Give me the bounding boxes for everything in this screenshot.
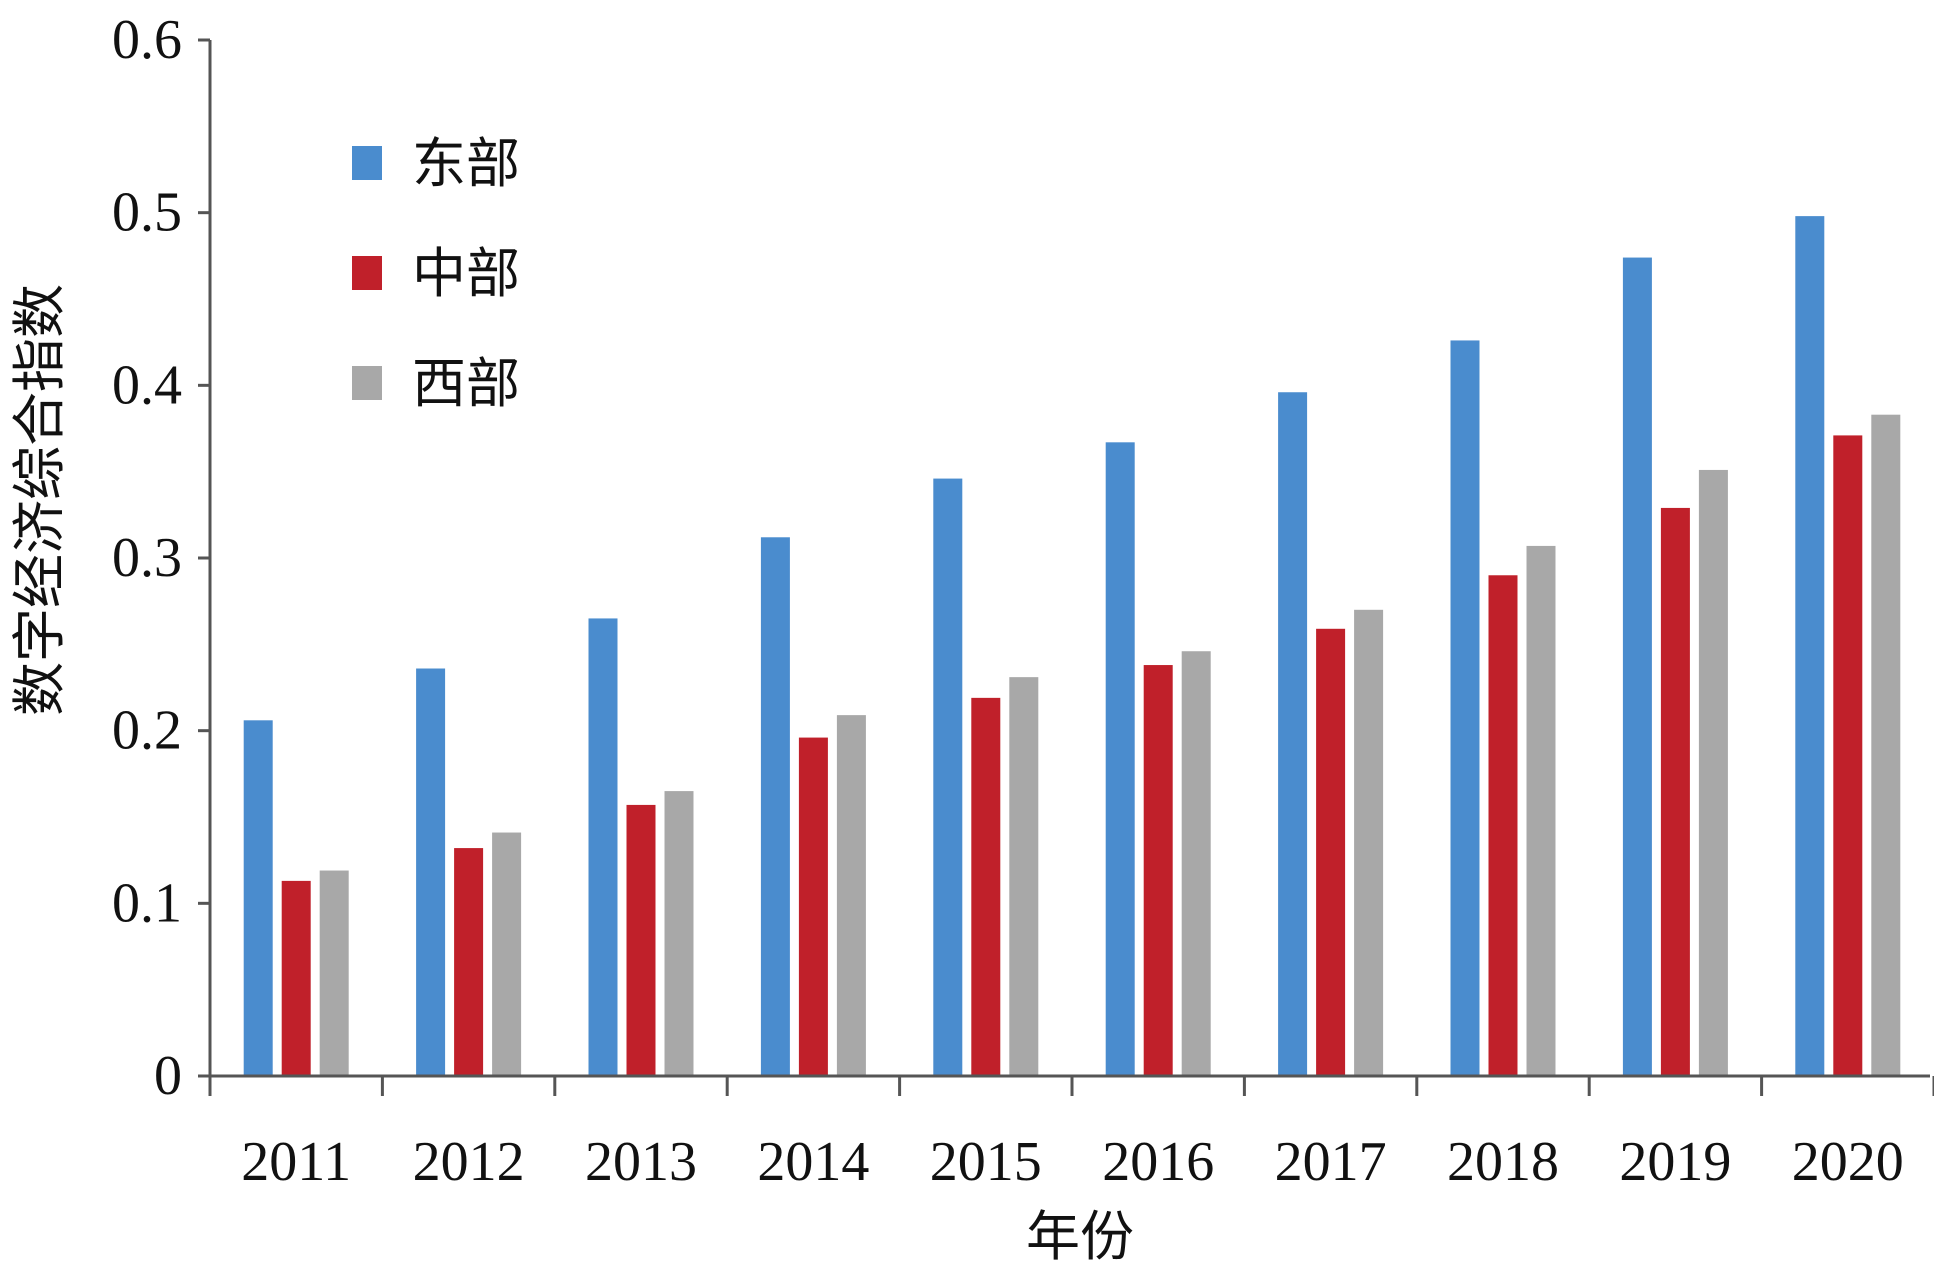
bar-西部-2020 bbox=[1871, 414, 1901, 1077]
x-tick-label: 2014 bbox=[757, 1131, 869, 1193]
bar-西部-2013 bbox=[664, 791, 694, 1076]
y-ticks-group: 0 0.1 0.2 0.3 0.4 0.5 0.6 bbox=[112, 9, 210, 1107]
legend-swatch bbox=[352, 366, 382, 400]
bar-中部-2013 bbox=[626, 804, 656, 1076]
bar-西部-2011 bbox=[319, 870, 349, 1076]
legend-label: 东部 bbox=[412, 132, 520, 195]
y-tick-label: 0 bbox=[154, 1045, 182, 1107]
legend-swatch bbox=[352, 256, 382, 290]
bar-中部-2012 bbox=[454, 848, 484, 1076]
bars-group bbox=[243, 216, 1901, 1077]
x-tick-label: 2012 bbox=[413, 1131, 525, 1193]
legend-label: 西部 bbox=[412, 352, 520, 415]
bar-东部-2014 bbox=[760, 537, 790, 1076]
x-tick-label: 2019 bbox=[1619, 1131, 1731, 1193]
bar-西部-2017 bbox=[1354, 609, 1384, 1076]
bar-西部-2012 bbox=[492, 832, 522, 1076]
x-tick-label: 2020 bbox=[1792, 1131, 1904, 1193]
bar-东部-2012 bbox=[416, 668, 446, 1076]
y-tick-label: 0.5 bbox=[112, 182, 182, 244]
bar-中部-2015 bbox=[971, 697, 1001, 1076]
bar-西部-2019 bbox=[1698, 469, 1728, 1076]
bar-东部-2019 bbox=[1622, 257, 1652, 1076]
bar-东部-2011 bbox=[243, 720, 273, 1076]
bar-中部-2019 bbox=[1660, 507, 1690, 1077]
bar-东部-2018 bbox=[1450, 340, 1480, 1076]
bar-中部-2016 bbox=[1143, 665, 1173, 1076]
bar-西部-2015 bbox=[1009, 677, 1039, 1076]
bar-中部-2014 bbox=[798, 737, 828, 1076]
y-axis-title-group: 数字经济综合指数 bbox=[8, 284, 71, 716]
x-tick-label: 2017 bbox=[1275, 1131, 1387, 1193]
y-tick-label: 0.2 bbox=[112, 700, 182, 762]
bar-西部-2016 bbox=[1181, 651, 1211, 1076]
bar-西部-2014 bbox=[836, 715, 866, 1076]
bar-中部-2020 bbox=[1833, 435, 1863, 1076]
x-tick-label: 2015 bbox=[930, 1131, 1042, 1193]
bar-东部-2017 bbox=[1278, 392, 1308, 1076]
bar-东部-2016 bbox=[1105, 442, 1135, 1076]
legend-label: 中部 bbox=[412, 242, 520, 305]
x-tick-label: 2016 bbox=[1102, 1131, 1214, 1193]
bar-中部-2011 bbox=[281, 880, 311, 1076]
y-tick-label: 0.4 bbox=[112, 354, 182, 416]
x-ticks-group: 2011 2012 2013 2014 2015 2016 2017 2018 2019 2020 bbox=[208, 1076, 1934, 1193]
x-tick-label: 2013 bbox=[585, 1131, 697, 1193]
y-tick-label: 0.1 bbox=[112, 872, 182, 934]
bar-东部-2013 bbox=[588, 618, 618, 1076]
y-tick-label: 0.6 bbox=[112, 9, 182, 71]
legend-swatch bbox=[352, 146, 382, 180]
bar-西部-2018 bbox=[1526, 545, 1556, 1076]
x-tick-label: 2011 bbox=[241, 1131, 351, 1193]
y-axis-title: 数字经济综合指数 bbox=[8, 284, 71, 716]
y-tick-label: 0.3 bbox=[112, 527, 182, 589]
bar-中部-2017 bbox=[1316, 628, 1346, 1076]
bar-中部-2018 bbox=[1488, 575, 1518, 1076]
bar-东部-2020 bbox=[1795, 216, 1825, 1076]
x-tick-label: 2018 bbox=[1447, 1131, 1559, 1193]
bar-东部-2015 bbox=[933, 478, 963, 1076]
x-axis-title: 年份 bbox=[1026, 1205, 1134, 1268]
